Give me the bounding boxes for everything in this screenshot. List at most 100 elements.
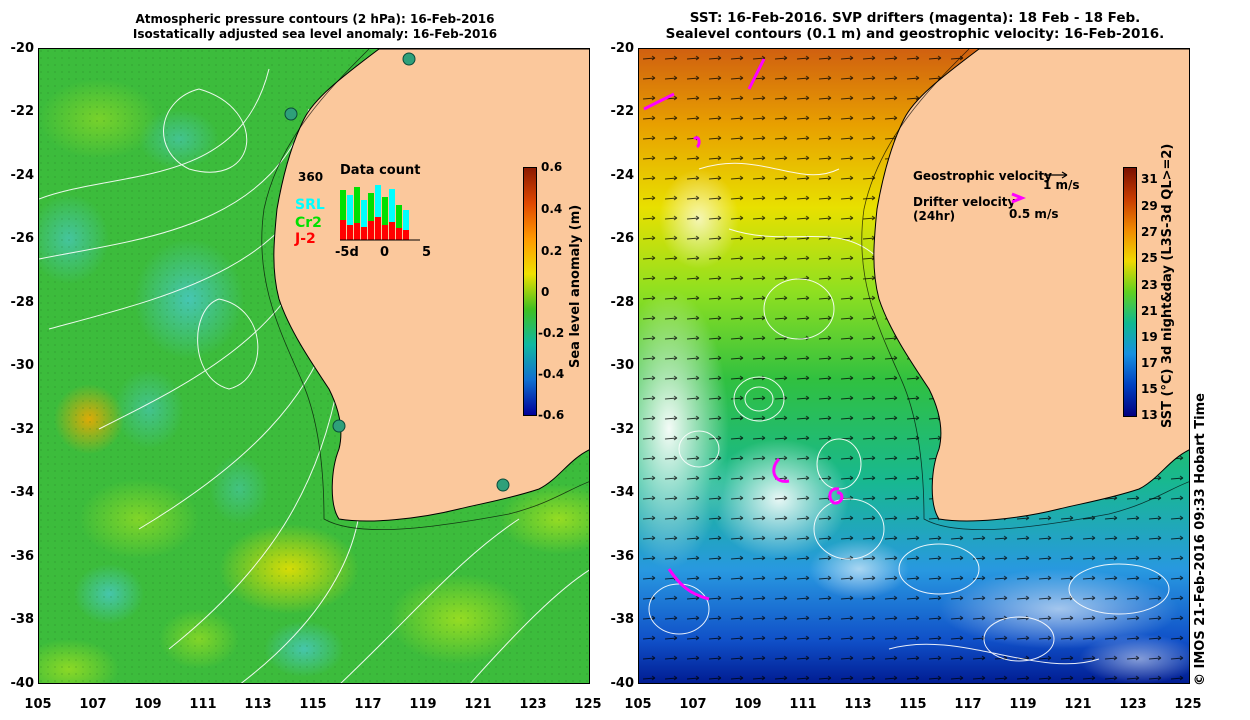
left-ylabel: -34 xyxy=(10,485,35,500)
inset-legend-srl: SRL xyxy=(295,197,325,213)
left-xlabel: 107 xyxy=(79,697,107,712)
sla-tick-minus0.4: -0.4 xyxy=(538,367,565,381)
sla-tick-minus0.6: -0.6 xyxy=(538,408,565,422)
sla-tick-0: 0 xyxy=(541,285,550,299)
sst-tick-21: 21 xyxy=(1141,304,1158,318)
sla-land xyxy=(273,49,589,522)
left-xlabel: 117 xyxy=(354,697,382,712)
left-xlabel: 115 xyxy=(299,697,327,712)
inset-max-label: 360 xyxy=(298,170,324,184)
right-panel-title: SST: 16-Feb-2016. SVP drifters (magenta)… xyxy=(620,10,1210,42)
inset-bars xyxy=(340,185,409,240)
right-title-line1: SST: 16-Feb-2016. SVP drifters (magenta)… xyxy=(689,10,1141,26)
inset-xtick-0: 0 xyxy=(380,245,390,260)
right-ylabel: -32 xyxy=(610,422,635,437)
left-xlabel: 105 xyxy=(24,697,52,712)
right-ylabel: -40 xyxy=(610,676,635,691)
left-ylabel: -24 xyxy=(10,168,35,183)
sst-colorbar xyxy=(1123,167,1137,417)
sst-land xyxy=(873,49,1189,522)
drifter-velocity-scale-arrow xyxy=(1011,192,1026,204)
imos-timestamp: © IMOS 21-Feb-2016 09:33 Hobart Time xyxy=(1193,393,1208,686)
left-xlabel: 109 xyxy=(134,697,162,712)
sst-tick-17: 17 xyxy=(1141,356,1158,370)
sla-colorbar-title: Sea level anomaly (m) xyxy=(568,204,583,368)
drifter-velocity-sub: (24hr) xyxy=(913,209,956,223)
svp-drifter-tracks xyxy=(643,58,844,601)
drifter-velocity-label: Drifter velocity xyxy=(913,195,1016,209)
left-xlabel: 121 xyxy=(464,697,492,712)
sea-level-anomaly-map[interactable] xyxy=(38,48,590,684)
left-ylabel: -22 xyxy=(10,104,35,119)
left-xlabel: 111 xyxy=(189,697,217,712)
sst-map[interactable] xyxy=(638,48,1190,684)
right-xlabel: 125 xyxy=(1174,697,1202,712)
left-panel-title: Atmospheric pressure contours (2 hPa): 1… xyxy=(40,12,590,42)
right-xlabel: 115 xyxy=(899,697,927,712)
sst-colorbar-title: SST (°C) 3d night&day (L3S-3d QL>=2) xyxy=(1160,143,1175,428)
geo-velocity-scale: 1 m/s xyxy=(1043,178,1080,192)
left-ylabel: -36 xyxy=(10,549,35,564)
inset-xtick-5: 5 xyxy=(422,245,432,260)
right-ylabel: -22 xyxy=(610,104,635,119)
sla-tide-gauges xyxy=(284,52,510,492)
sst-tick-15: 15 xyxy=(1141,382,1158,396)
left-ylabel: -28 xyxy=(10,295,35,310)
sla-map-svg xyxy=(39,49,589,683)
right-title-line2: Sealevel contours (0.1 m) and geostrophi… xyxy=(665,26,1165,42)
inset-legend-j2: J-2 xyxy=(295,231,316,247)
left-ylabel: -26 xyxy=(10,231,35,246)
right-ylabel: -24 xyxy=(610,168,635,183)
inset-xtick-minus5: -5d xyxy=(335,245,359,260)
sla-tick-0.6: 0.6 xyxy=(541,160,563,174)
sst-tick-27: 27 xyxy=(1141,225,1158,239)
right-ylabel: -38 xyxy=(610,612,635,627)
left-title-line1: Atmospheric pressure contours (2 hPa): 1… xyxy=(135,12,495,26)
sla-tick-0.2: 0.2 xyxy=(541,244,563,258)
inset-title: Data count xyxy=(340,163,421,178)
right-xlabel: 123 xyxy=(1119,697,1147,712)
right-ylabel: -34 xyxy=(610,485,635,500)
left-ylabel: -30 xyxy=(10,358,35,373)
left-ylabel: -40 xyxy=(10,676,35,691)
sla-colorbar xyxy=(523,167,537,416)
right-xlabel: 119 xyxy=(1009,697,1037,712)
sst-map-svg xyxy=(639,49,1189,683)
right-ylabel: -20 xyxy=(610,41,635,56)
sst-tick-25: 25 xyxy=(1141,251,1158,265)
left-xlabel: 125 xyxy=(574,697,602,712)
sst-tick-19: 19 xyxy=(1141,330,1158,344)
left-ylabel: -32 xyxy=(10,422,35,437)
right-ylabel: -30 xyxy=(610,358,635,373)
right-ylabel: -26 xyxy=(610,231,635,246)
left-xlabel: 123 xyxy=(519,697,547,712)
sst-tick-13: 13 xyxy=(1141,408,1158,422)
sst-tick-23: 23 xyxy=(1141,278,1158,292)
right-xlabel: 105 xyxy=(624,697,652,712)
right-xlabel: 117 xyxy=(954,697,982,712)
right-xlabel: 111 xyxy=(789,697,817,712)
left-title-line2: Isostatically adjusted sea level anomaly… xyxy=(132,27,498,41)
right-ylabel: -28 xyxy=(610,295,635,310)
left-xlabel: 119 xyxy=(409,697,437,712)
left-ylabel: -38 xyxy=(10,612,35,627)
sla-tick-minus0.2: -0.2 xyxy=(538,326,565,340)
right-xlabel: 107 xyxy=(679,697,707,712)
left-ylabel: -20 xyxy=(10,41,35,56)
geo-velocity-scale-arrow xyxy=(1044,171,1068,179)
sla-shelf-contour xyxy=(261,49,589,530)
sla-tick-0.4: 0.4 xyxy=(541,202,563,216)
drifter-velocity-scale: 0.5 m/s xyxy=(1009,207,1059,221)
left-xlabel: 113 xyxy=(244,697,272,712)
right-xlabel: 113 xyxy=(844,697,872,712)
inset-bars-svg xyxy=(340,185,420,241)
right-ylabel: -36 xyxy=(610,549,635,564)
inset-legend-cr2: Cr2 xyxy=(295,215,322,231)
sst-tick-31: 31 xyxy=(1141,172,1158,186)
sst-shelf-contour xyxy=(861,49,1189,530)
data-count-inset: Data count 360 SRL Cr2 J-2 -5d 0 5 xyxy=(295,160,445,270)
right-xlabel: 121 xyxy=(1064,697,1092,712)
right-xlabel: 109 xyxy=(734,697,762,712)
sst-tick-29: 29 xyxy=(1141,199,1158,213)
geo-velocity-label: Geostrophic velocity xyxy=(913,169,1052,183)
